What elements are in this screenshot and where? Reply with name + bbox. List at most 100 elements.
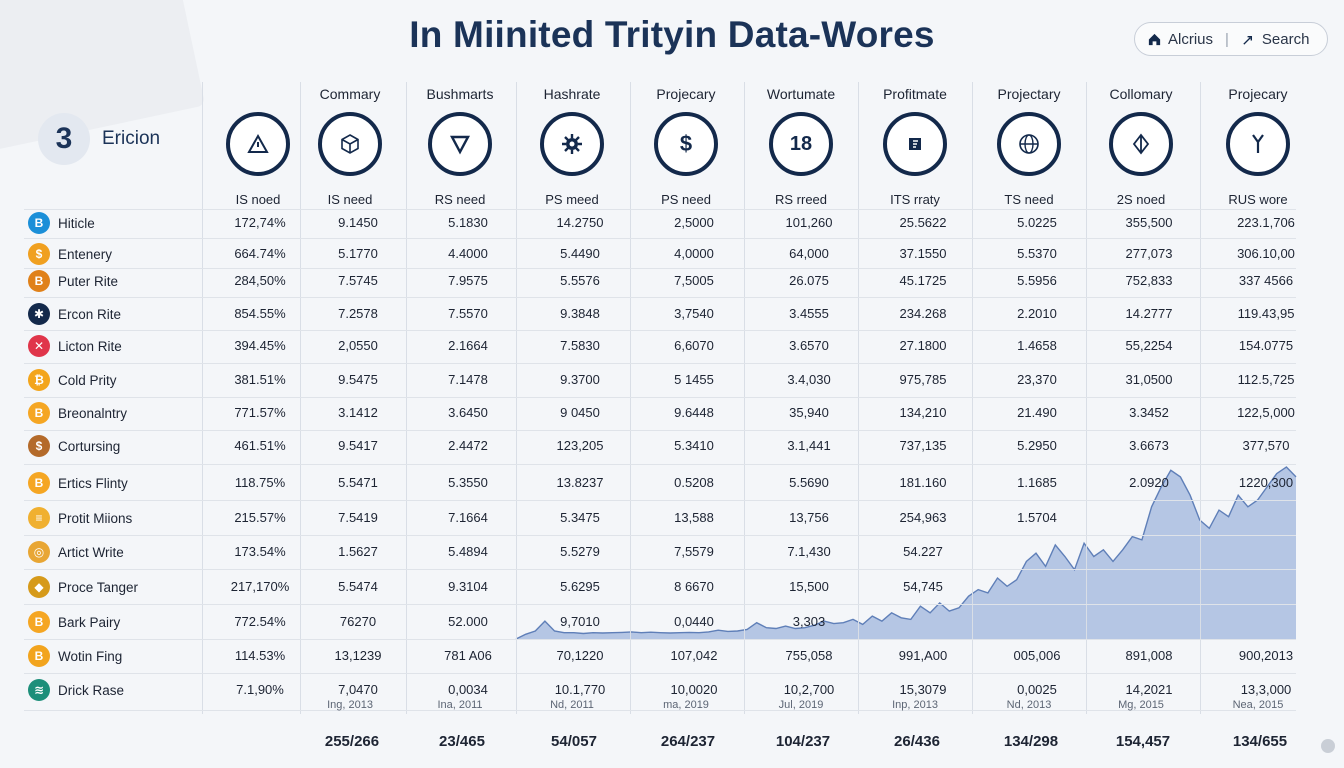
row-divider [24, 710, 1296, 711]
diamond-icon[interactable] [1109, 112, 1173, 176]
row-divider [24, 604, 1296, 605]
row-label[interactable]: ✱ Ercon Rite [28, 303, 121, 325]
table-cell: 54,745 [903, 579, 943, 594]
column-header[interactable]: Hashrate [543, 86, 601, 102]
asset-name: Entenery [58, 246, 113, 262]
column-header[interactable]: Bushmarts [426, 86, 494, 102]
warning-icon[interactable] [226, 112, 290, 176]
column-header[interactable]: Projectary [997, 86, 1061, 102]
column-divider [202, 82, 203, 714]
pointer-icon [1243, 35, 1252, 45]
table-cell: 31,0500 [1125, 372, 1173, 387]
row-divider [24, 464, 1296, 465]
column-subheader: RUS wore [1228, 192, 1288, 207]
row-label[interactable]: B Wotin Fing [28, 645, 122, 667]
table-cell: 7.9575 [448, 273, 488, 288]
coin-icon: ₿ [28, 369, 50, 391]
table-cell: 215.57% [234, 510, 286, 525]
row-label[interactable]: ≋ Drick Rase [28, 679, 124, 701]
table-cell: 9.5475 [338, 372, 378, 387]
table-cell: 45.1725 [899, 273, 947, 288]
table-cell: 54.227 [903, 544, 943, 559]
asset-name: Bark Pairy [58, 614, 121, 630]
table-cell: 9 0450 [560, 405, 600, 420]
table-cell: 9.3848 [560, 306, 600, 321]
column-header[interactable]: Projecary [656, 86, 716, 102]
coin-icon: B [28, 270, 50, 292]
table-cell: 8 6670 [674, 579, 714, 594]
table-cell: 9,7010 [560, 614, 600, 629]
column-subheader: ITS rraty [890, 192, 940, 207]
column-total: 54/057 [551, 733, 597, 750]
table-cell: 173.54% [234, 544, 286, 559]
table-cell: 119.43,95 [1237, 306, 1295, 321]
dollar-icon-glyph: $ [679, 131, 693, 156]
table-cell: 1.5627 [338, 544, 378, 559]
row-label[interactable]: B Ertics Flinty [28, 472, 128, 494]
scroll-dot[interactable] [1321, 739, 1335, 753]
table-cell: 461.51% [234, 438, 286, 453]
asset-name: Cold Prity [58, 372, 117, 388]
column-header[interactable]: Profitmate [883, 86, 947, 102]
column-header[interactable]: Wortumate [766, 86, 836, 102]
row-label[interactable]: ₿ Cold Prity [28, 369, 117, 391]
column-header[interactable]: Collomary [1109, 86, 1173, 102]
coin-icon: ≡ [28, 507, 50, 529]
row-label[interactable]: B Bark Pairy [28, 611, 120, 633]
row-label[interactable]: ◎ Artict Write [28, 541, 124, 563]
row-divider [24, 569, 1296, 570]
table-cell: 64,000 [789, 246, 829, 261]
brand: 3 Ericion [38, 113, 160, 165]
column-date: Ing, 2013 [327, 699, 373, 711]
row-label[interactable]: ≡ Protit Miions [28, 507, 132, 529]
dollar-icon[interactable]: $ [654, 112, 718, 176]
table-cell: 5.1830 [448, 215, 488, 230]
table-cell: 6,6070 [674, 338, 714, 353]
table-cell: 134,210 [899, 405, 947, 420]
table-cell: 223.1,706 [1237, 215, 1295, 230]
asset-name: Cortursing [58, 438, 121, 454]
nav-home[interactable]: Alcrius [1147, 31, 1213, 48]
gear-icon[interactable] [540, 112, 604, 176]
table-cell: 7.5419 [338, 510, 378, 525]
table-cell: 1.4658 [1017, 338, 1057, 353]
nav-separator: | [1225, 30, 1229, 48]
column-date: ma, 2019 [663, 699, 709, 711]
row-label[interactable]: B Breonalntry [28, 402, 127, 424]
table-cell: 5.3475 [560, 510, 600, 525]
column-header[interactable]: Projecary [1228, 86, 1288, 102]
column-total: 104/237 [775, 733, 831, 750]
table-cell: 337 4566 [1238, 273, 1294, 288]
row-label[interactable]: $ Entenery [28, 243, 112, 265]
globe-icon[interactable] [997, 112, 1061, 176]
row-label[interactable]: ✕ Licton Rite [28, 335, 122, 357]
table-cell: 25.5622 [899, 215, 947, 230]
nav-search[interactable]: Search [1241, 31, 1309, 48]
chip-icon[interactable] [883, 112, 947, 176]
asset-name: Protit Miions [58, 510, 133, 526]
coin-icon: ◎ [28, 541, 50, 563]
table-cell: 2,0550 [338, 338, 378, 353]
row-label[interactable]: $ Cortursing [28, 435, 120, 457]
table-cell: 234.268 [899, 306, 947, 321]
column-divider [858, 82, 859, 714]
row-label[interactable]: ◆ Proce Tanger [28, 576, 138, 598]
coin-icon: ≋ [28, 679, 50, 701]
table-cell: 2.4472 [448, 438, 488, 453]
cube-icon[interactable] [318, 112, 382, 176]
row-label[interactable]: B Hiticle [28, 212, 95, 234]
table-cell: 5.4894 [448, 544, 488, 559]
table-cell: 975,785 [899, 372, 947, 387]
triangle-down-icon[interactable] [428, 112, 492, 176]
table-cell: 14,2021 [1125, 682, 1173, 697]
table-cell: 14.2750 [556, 215, 604, 230]
row-label[interactable]: B Puter Rite [28, 270, 118, 292]
column-header[interactable]: Commary [319, 86, 381, 102]
table-cell: 1.1685 [1017, 475, 1057, 490]
column-divider [972, 82, 973, 714]
number-18-icon[interactable]: 18 [769, 112, 833, 176]
table-cell: 5.0225 [1017, 215, 1057, 230]
table-cell: 26.075 [789, 273, 829, 288]
tool-icon[interactable] [1226, 112, 1290, 176]
table-cell: 5.5279 [560, 544, 600, 559]
